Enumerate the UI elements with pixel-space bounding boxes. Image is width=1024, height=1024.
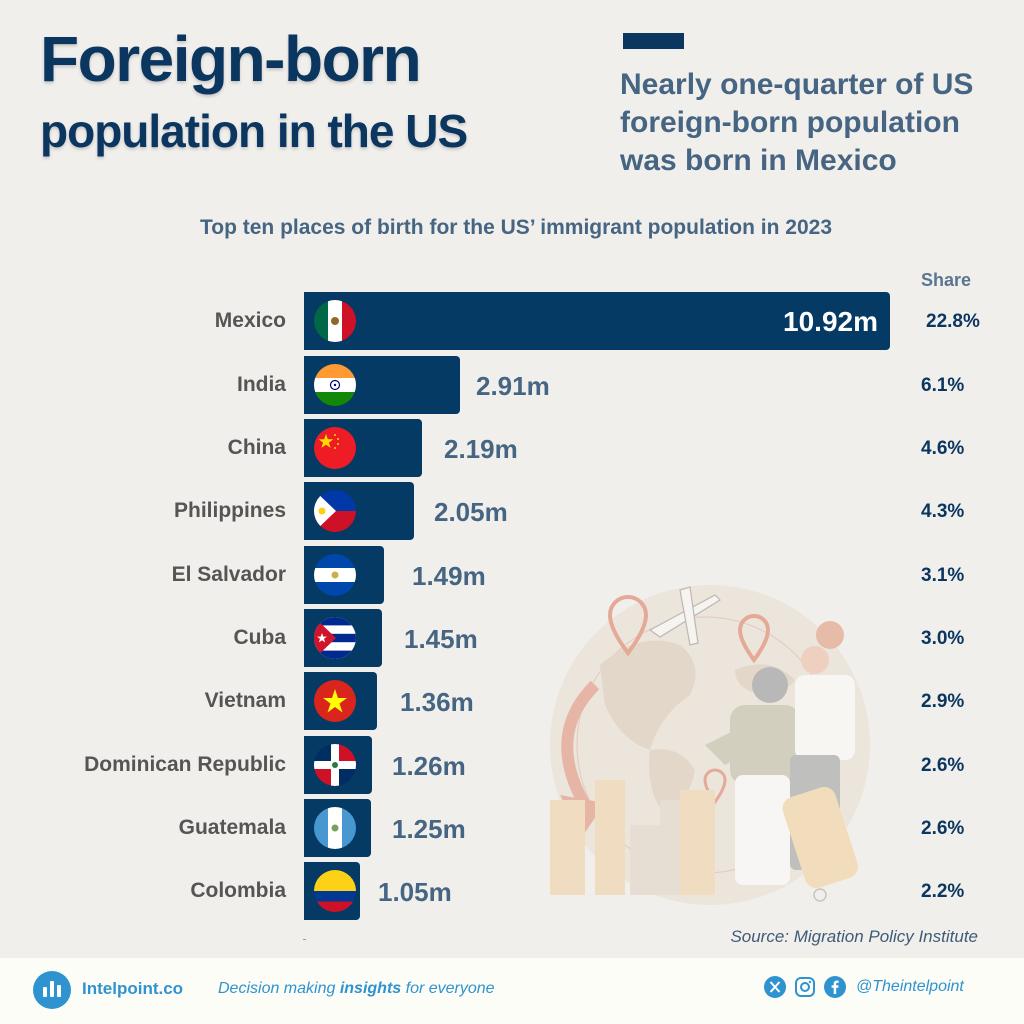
instagram-icon[interactable] (794, 976, 816, 998)
intelpoint-logo-icon[interactable] (33, 971, 71, 1009)
india-flag-icon (314, 364, 356, 406)
social-handle[interactable]: @Theintelpoint (856, 978, 964, 995)
bar-value: 2.91m (476, 371, 550, 401)
vietnam-flag-icon (314, 680, 356, 722)
bar (304, 419, 422, 477)
share-column-header: Share (921, 270, 972, 290)
country-label: China (227, 436, 286, 459)
source-note: Source: Migration Policy Institute (730, 927, 978, 946)
tagline-emphasis: insights (339, 980, 402, 997)
philippines-flag-icon (314, 490, 356, 532)
x-icon[interactable] (764, 976, 786, 998)
country-label: Guatemala (178, 816, 286, 839)
bar-row-guatemala: Guatemala 1.25m 2.6% (0, 799, 1024, 857)
share-value: 4.3% (921, 501, 965, 522)
share-value: 6.1% (921, 375, 965, 396)
bar-row-cuba: Cuba 1.45m 3.0% (0, 609, 1024, 667)
country-label: India (236, 373, 286, 396)
country-label: Dominican Republic (84, 753, 286, 776)
share-value: 2.6% (921, 755, 965, 776)
facebook-icon[interactable] (824, 976, 846, 998)
footer: Intelpoint.co Decision making insights f… (0, 958, 1024, 1024)
bar-row-vietnam: Vietnam 1.36m 2.9% (0, 672, 1024, 730)
bar-row-dominican-republic: Dominican Republic 1.26m 2.6% (0, 736, 1024, 794)
colombia-flag-icon (314, 870, 356, 912)
share-value: 22.8% (926, 311, 980, 332)
bar-value: 1.25m (392, 814, 466, 844)
bar-row-china: China 2.19m 4.6% (0, 419, 1024, 477)
country-label: Colombia (190, 879, 286, 902)
share-value: 3.1% (921, 565, 965, 586)
country-label: Vietnam (204, 689, 286, 712)
bar (304, 736, 372, 794)
tagline-text: Decision making (218, 980, 340, 997)
china-flag-icon (314, 427, 356, 469)
bar-value: 1.36m (400, 687, 474, 717)
el-salvador-flag-icon (314, 554, 356, 596)
bar-value: 10.92m (783, 306, 878, 337)
guatemala-flag-icon (314, 807, 356, 849)
country-label: Mexico (214, 309, 286, 332)
country-label: Philippines (173, 499, 286, 522)
bar (304, 862, 360, 920)
chart-subtitle: Top ten places of birth for the US’ immi… (200, 216, 832, 239)
bar (304, 356, 460, 414)
bar-value: 1.49m (412, 561, 486, 591)
bar-row-india: India 2.91m 6.1% (0, 356, 1024, 414)
bar-row-el-salvador: El Salvador 1.49m 3.1% (0, 546, 1024, 604)
mexico-flag-icon (314, 300, 356, 342)
bar (304, 546, 384, 604)
bar-value: 1.05m (378, 877, 452, 907)
country-label: El Salvador (171, 563, 286, 586)
tagline: Decision making insights for everyone (218, 980, 495, 998)
accent-bar (623, 33, 684, 49)
bar: 10.92m (304, 292, 890, 350)
share-value: 2.9% (921, 691, 965, 712)
page-title-line-2: population in the US (40, 105, 468, 157)
share-value: 2.6% (921, 818, 965, 839)
dominican-republic-flag-icon (314, 744, 356, 786)
bar-value: 1.45m (404, 624, 478, 654)
social-links: @Theintelpoint (764, 976, 964, 998)
country-label: Cuba (233, 626, 287, 649)
bar (304, 799, 371, 857)
share-value: 3.0% (921, 628, 965, 649)
bar-row-colombia: Colombia 1.05m 2.2% (0, 862, 1024, 920)
bar (304, 672, 377, 730)
headline: Nearly one-quarter of US foreign-born po… (620, 68, 974, 177)
axis-tick (303, 939, 306, 940)
bar (304, 609, 382, 667)
brand-link[interactable]: Intelpoint.co (82, 979, 184, 998)
bar (304, 482, 414, 540)
tagline-text-end: for everyone (401, 980, 495, 997)
bar-value: 1.26m (392, 751, 466, 781)
travel-illustration (550, 585, 870, 905)
share-value: 4.6% (921, 438, 965, 459)
cuba-flag-icon (314, 617, 356, 659)
bar-value: 2.05m (434, 497, 508, 527)
page-title: Foreign-born (40, 23, 422, 95)
bar-row-mexico: Mexico 10.92m 22.8% (0, 292, 1024, 350)
bar-value: 2.19m (444, 434, 518, 464)
share-value: 2.2% (921, 881, 965, 902)
bar-row-philippines: Philippines 2.05m 4.3% (0, 482, 1024, 540)
